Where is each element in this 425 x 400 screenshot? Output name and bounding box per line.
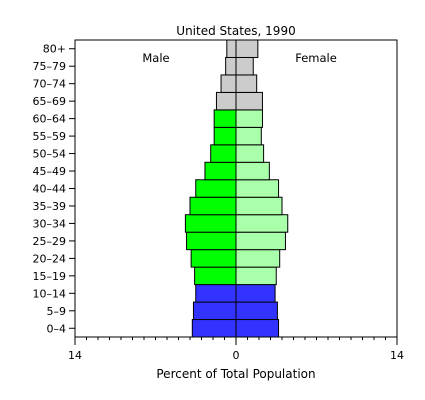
female-bar: [235, 56, 254, 76]
male-bar: [195, 284, 237, 303]
female-bar: [235, 179, 280, 198]
bars-group: [184, 39, 289, 338]
y-tick-label: 80+: [43, 43, 66, 56]
y-tick-label: 60–64: [33, 113, 67, 126]
legend-male: Male: [142, 51, 169, 65]
y-tick-label: 70–74: [33, 78, 67, 91]
x-tick-label: 14: [390, 349, 404, 362]
y-tick-label: 75–79: [33, 60, 67, 73]
female-bar: [235, 319, 280, 338]
male-bar: [184, 214, 237, 233]
legend-female: Female: [295, 51, 337, 65]
y-tick-label: 35–39: [33, 200, 67, 213]
female-bar: [235, 196, 283, 216]
male-bar: [190, 249, 237, 268]
male-bar: [213, 126, 237, 146]
male-bar: [226, 39, 237, 58]
y-tick-label: 15–19: [33, 270, 67, 283]
male-bar: [194, 266, 237, 286]
y-tick-label: 30–34: [33, 217, 67, 230]
male-bar: [204, 161, 237, 181]
x-axis: 14 0 14: [68, 337, 404, 362]
x-axis-title: Percent of Total Population: [156, 367, 315, 381]
male-bar: [192, 301, 237, 321]
y-tick-label: 0–4: [47, 322, 67, 335]
female-bar: [235, 126, 262, 146]
y-tick-label: 10–14: [33, 287, 67, 300]
female-bar: [235, 266, 277, 286]
y-tick-label: 20–24: [33, 252, 67, 265]
female-bar: [235, 161, 270, 181]
y-tick-label: 25–29: [33, 235, 67, 248]
female-bar: [235, 39, 259, 58]
female-bar: [235, 144, 265, 163]
female-bar: [235, 214, 289, 233]
male-bar: [215, 91, 237, 111]
male-bar: [191, 319, 237, 338]
y-tick-label: 5–9: [47, 305, 67, 318]
y-tick-label: 65–69: [33, 95, 67, 108]
female-bar: [235, 74, 258, 93]
plot-frame: [74, 39, 398, 338]
female-bar: [235, 249, 281, 268]
female-bar: [235, 231, 286, 251]
y-tick-label: 50–54: [33, 148, 67, 161]
female-bar: [235, 109, 263, 128]
y-axis-ticks: 0–4 5–9 10–14 15–19 20–24 25–29 30–34 35–39 40–4…: [33, 43, 75, 335]
chart-title: United States, 1990: [176, 24, 295, 38]
male-bar: [189, 196, 237, 216]
female-bar: [235, 301, 278, 321]
x-tick-label: 0: [233, 349, 240, 362]
y-tick-label: 45–49: [33, 165, 67, 178]
female-bar: [235, 284, 276, 303]
male-bar: [225, 56, 237, 76]
x-tick-label: 14: [68, 349, 82, 362]
female-bar: [235, 91, 263, 111]
y-tick-label: 40–44: [33, 183, 67, 196]
male-bar: [186, 231, 237, 251]
y-tick-label: 55–59: [33, 130, 67, 143]
male-bar: [220, 74, 237, 93]
male-bar: [213, 109, 237, 128]
male-bar: [195, 179, 237, 198]
male-bar: [210, 144, 237, 163]
